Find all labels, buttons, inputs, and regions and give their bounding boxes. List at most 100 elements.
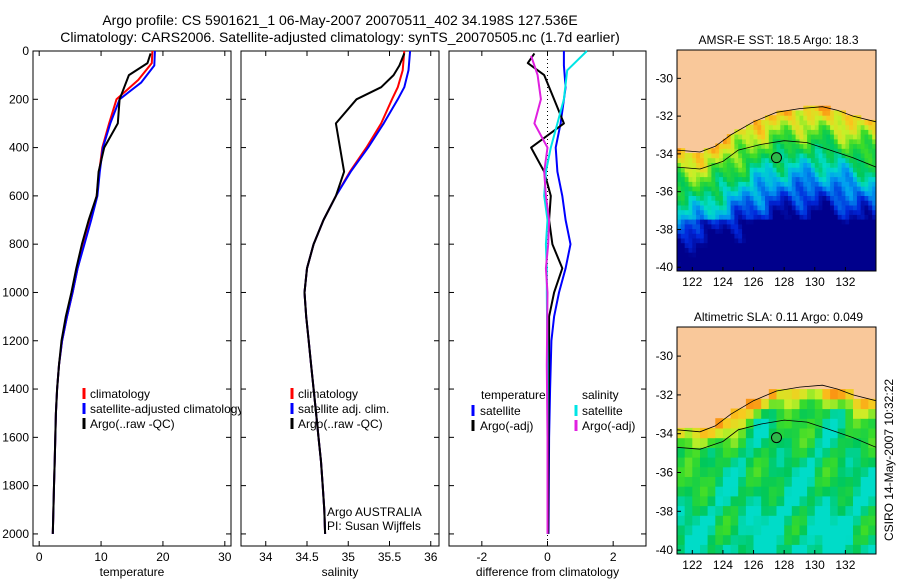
sst-map-cell: [784, 237, 789, 244]
sla-map-cell: [768, 437, 778, 448]
sst-map-cell: [734, 200, 739, 206]
sst-map-cell: [765, 209, 770, 215]
sla-map-image: [677, 327, 876, 554]
sst-map-cell: [738, 195, 743, 201]
sla-map-cell: [807, 398, 816, 410]
sst-map-cell: [807, 190, 812, 196]
sst-map-cell: [841, 148, 846, 154]
sst-map-cell: [696, 233, 701, 239]
sst-map-cell: [684, 152, 690, 159]
sst-map-cell: [692, 237, 697, 244]
sst-map-cell: [860, 190, 866, 196]
sst-map-cell: [768, 247, 774, 253]
sst-map-cell: [807, 176, 812, 182]
sst-map-cell: [784, 266, 789, 271]
sst-map-cell: [684, 247, 690, 253]
sst-map-cell: [684, 237, 690, 244]
sst-map-cell: [757, 242, 762, 248]
sst-map-cell: [703, 204, 709, 211]
sst-map-cell: [730, 134, 735, 140]
sst-map-cell: [734, 214, 739, 220]
sst-map-cell: [791, 223, 797, 230]
sst-map-cell: [791, 266, 797, 271]
sst-map-cell: [799, 119, 804, 126]
sst-map-cell: [776, 129, 781, 135]
sst-map-cell: [841, 129, 846, 135]
sst-map-cell: [856, 143, 862, 149]
sst-map-cell: [692, 204, 697, 211]
sla-map-cell: [807, 476, 816, 487]
sst-map-cell: [853, 195, 858, 201]
sla-map-cell: [822, 398, 831, 410]
sla-map-cell: [830, 544, 839, 554]
sst-map-cell: [757, 167, 762, 173]
sst-map-cell: [745, 148, 751, 154]
sst-map-cell: [700, 171, 705, 178]
sst-map-cell: [795, 209, 800, 215]
sst-map-cell: [868, 157, 873, 163]
sst-map-cell: [837, 134, 843, 140]
sst-map-cell: [711, 223, 716, 230]
sst-map-cell: [700, 233, 705, 239]
sst-map-cell: [810, 223, 816, 230]
sst-map-cell: [818, 110, 823, 116]
sst-map-cell: [784, 247, 789, 253]
sst-map-cell: [841, 195, 846, 201]
sst-map-cell: [788, 219, 793, 225]
sst-map-cell: [803, 242, 808, 248]
sst-map-cell: [833, 134, 839, 140]
sst-map-cell: [807, 266, 812, 271]
sst-map-image: [677, 50, 876, 271]
sst-map-cell: [853, 237, 858, 244]
sst-map-cell: [810, 138, 816, 145]
sst-map-cell: [757, 266, 762, 271]
sla-map-cell: [776, 398, 785, 410]
sst-map-cell: [856, 119, 862, 126]
sst-map-cell: [780, 200, 785, 206]
sla-map-cell: [799, 427, 808, 439]
sst-map-cell: [753, 204, 758, 211]
sst-map-cell: [810, 162, 816, 168]
sst-map-cell: [749, 157, 755, 163]
sst-map-cell: [707, 237, 712, 244]
sst-map-cell: [680, 167, 686, 173]
sst-map-cell: [696, 247, 701, 253]
sst-map-cell: [807, 171, 812, 178]
sst-map-cell: [872, 252, 876, 258]
sla-map-cell: [761, 495, 770, 507]
sst-map-cell: [749, 247, 755, 253]
sst-map-cell: [864, 223, 869, 230]
sst-map-cell: [772, 252, 778, 258]
sst-map-cell: [784, 256, 789, 263]
sst-map-cell: [841, 261, 846, 267]
sla-map-cell: [730, 418, 739, 429]
sst-map-cell: [837, 162, 843, 168]
sst-map-cell: [772, 209, 778, 215]
sst-map-cell: [745, 124, 751, 130]
sst-map-cell: [722, 181, 728, 187]
sla-map-cell: [784, 505, 793, 516]
sst-map-cell: [768, 228, 774, 234]
sst-map-cell: [677, 233, 682, 239]
sla-map-cell: [768, 457, 778, 468]
sst-map-cell: [807, 167, 812, 173]
sst-map-cell: [734, 242, 739, 248]
sst-map-cell: [822, 186, 827, 192]
sst-map-cell: [696, 219, 701, 225]
sst-map-cell: [803, 204, 808, 211]
sst-map-cell: [780, 204, 785, 211]
sst-map-cell: [707, 228, 712, 234]
sst-map-cell: [711, 214, 716, 220]
sst-map-cell: [768, 138, 774, 145]
sla-map-cell: [853, 418, 862, 429]
sla-map-cell: [830, 408, 839, 419]
sla-map-cell: [837, 447, 846, 458]
sst-map-cell: [803, 152, 808, 159]
sst-map-cell: [745, 190, 751, 196]
sst-map-cell: [680, 237, 686, 244]
sst-map-cell: [872, 129, 876, 135]
sla-map-cell: [830, 495, 839, 507]
difference-x-tick-label: 2: [610, 550, 617, 564]
sst-map-cell: [765, 233, 770, 239]
sst-map-cell: [734, 247, 739, 253]
